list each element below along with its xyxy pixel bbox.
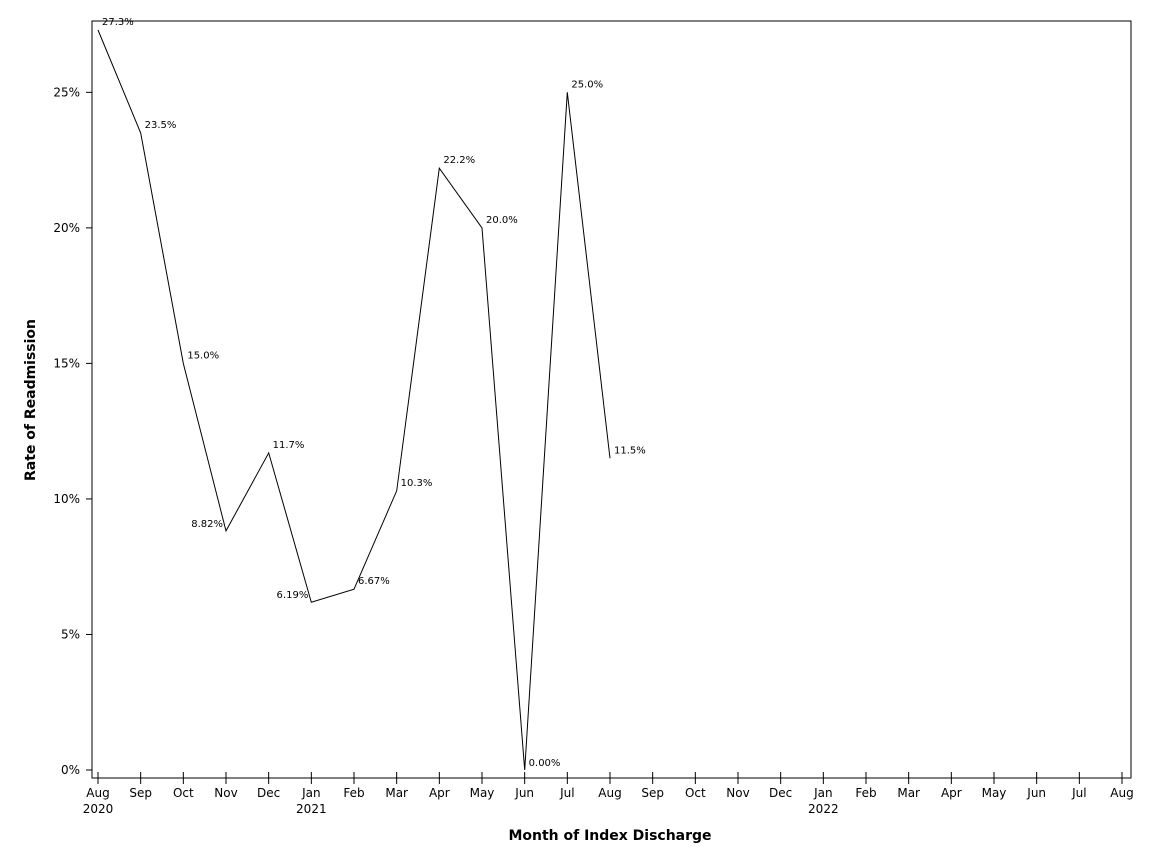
x-tick-label: Dec: [769, 786, 792, 800]
data-label: 11.7%: [273, 440, 305, 451]
x-tick-label: Dec: [257, 786, 280, 800]
y-tick-label: 15%: [53, 356, 80, 370]
y-tick-label: 0%: [61, 763, 80, 777]
series-line: [97, 29, 611, 771]
x-axis-title: Month of Index Discharge: [508, 828, 711, 844]
y-tick-label: 20%: [53, 221, 80, 235]
data-label: 27.3%: [102, 17, 134, 28]
x-tick-label: Oct: [173, 786, 194, 800]
x-tick-label: Aug: [86, 786, 109, 800]
x-tick-label: Aug: [598, 786, 621, 800]
x-axis: Aug Sep Oct Nov Dec Jan Feb Mar Apr May Jun Jul Aug S…: [83, 772, 1134, 816]
x-tick-label: May: [982, 786, 1007, 800]
y-tick-label: 10%: [53, 492, 80, 506]
x-tick-label: Oct: [685, 786, 706, 800]
x-tick-label: Apr: [429, 786, 450, 800]
x-year-label: 2021: [296, 802, 327, 816]
data-label: 11.5%: [614, 445, 646, 456]
data-label: 15.0%: [187, 350, 219, 361]
plot-frame: [91, 20, 1132, 779]
x-tick-label: Aug: [1110, 786, 1133, 800]
x-tick-label: Jun: [1026, 786, 1046, 800]
x-tick-label: Jan: [813, 786, 833, 800]
data-label: 23.5%: [145, 120, 177, 131]
x-tick-label: Mar: [385, 786, 408, 800]
data-label-group: 27.3% 23.5% 15.0% 8.82% 11.7% 6.19% 6.67% 10.3%…: [102, 17, 646, 769]
y-tick-label: 5%: [61, 627, 80, 641]
x-tick-label: Sep: [129, 786, 152, 800]
data-label: 0.00%: [529, 758, 561, 769]
y-tick-label: 25%: [53, 85, 80, 99]
x-tick-label: Jul: [1071, 786, 1086, 800]
series-group: [97, 29, 611, 771]
data-label: 25.0%: [571, 79, 603, 90]
x-tick-label: Sep: [641, 786, 664, 800]
x-tick-label: Jan: [301, 786, 321, 800]
x-tick-label: Feb: [343, 786, 364, 800]
x-tick-label: Feb: [855, 786, 876, 800]
x-tick-label: May: [470, 786, 495, 800]
x-year-label: 2022: [808, 802, 839, 816]
data-label: 20.0%: [486, 215, 518, 226]
x-tick-label: Jul: [559, 786, 574, 800]
y-axis-title: Rate of Readmission: [23, 319, 39, 481]
x-tick-label: Mar: [897, 786, 920, 800]
x-tick-label: Nov: [214, 786, 237, 800]
x-year-label: 2020: [83, 802, 114, 816]
data-label: 8.82%: [191, 519, 223, 530]
data-label: 10.3%: [401, 478, 433, 489]
x-tick-label: Nov: [726, 786, 749, 800]
data-label: 6.67%: [358, 576, 390, 587]
data-label: 6.19%: [277, 590, 309, 601]
x-tick-label: Apr: [941, 786, 962, 800]
x-tick-label: Jun: [514, 786, 534, 800]
data-label: 22.2%: [443, 155, 475, 166]
y-axis: 0% 5% 10% 15% 20% 25%: [53, 85, 92, 777]
